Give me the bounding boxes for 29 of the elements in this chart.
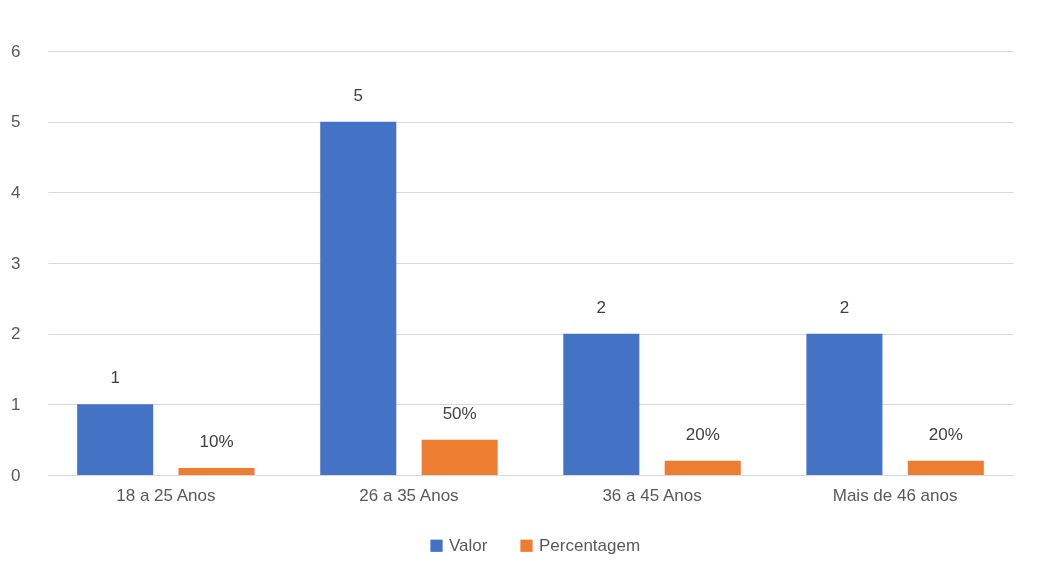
bar bbox=[907, 460, 984, 475]
bar bbox=[320, 121, 397, 475]
y-tick-label: 1 bbox=[11, 394, 21, 414]
legend-label: Percentagem bbox=[539, 535, 641, 555]
bar bbox=[421, 439, 498, 475]
legend-label: Valor bbox=[449, 535, 488, 555]
bar bbox=[77, 404, 154, 475]
data-label: 20% bbox=[928, 424, 963, 444]
y-tick-label: 2 bbox=[11, 324, 21, 344]
data-label: 2 bbox=[839, 297, 850, 317]
data-label: 20% bbox=[685, 424, 720, 444]
y-tick-label: 4 bbox=[11, 182, 21, 202]
bar bbox=[563, 333, 640, 475]
bar bbox=[664, 460, 741, 475]
x-tick-label: 18 a 25 Anos bbox=[116, 485, 216, 505]
x-tick-label: 26 a 35 Anos bbox=[359, 485, 459, 505]
y-tick-label: 5 bbox=[11, 112, 21, 132]
bar bbox=[178, 467, 255, 475]
data-label: 50% bbox=[442, 403, 477, 423]
data-label: 5 bbox=[353, 85, 363, 105]
y-tick-label: 6 bbox=[11, 41, 21, 61]
data-label: 2 bbox=[596, 297, 607, 317]
y-tick-label: 3 bbox=[11, 253, 21, 273]
x-tick-label: 36 a 45 Anos bbox=[602, 485, 702, 505]
data-label: 1 bbox=[110, 368, 120, 388]
x-tick-label: Mais de 46 anos bbox=[832, 485, 958, 505]
bar bbox=[806, 333, 883, 475]
data-label: 10% bbox=[199, 431, 234, 451]
y-tick-label: 0 bbox=[11, 465, 21, 485]
